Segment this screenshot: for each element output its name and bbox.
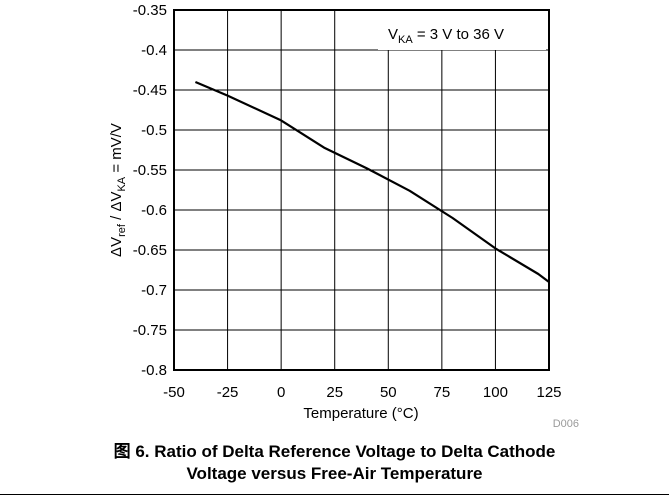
series xyxy=(194,80,550,283)
y-tick-label: -0.6 xyxy=(141,202,167,219)
x-axis-title: Temperature (°C) xyxy=(303,405,418,422)
y-tick-label: -0.4 xyxy=(141,42,167,59)
bottom-rule xyxy=(0,494,669,495)
x-tick-label: 125 xyxy=(536,384,561,401)
annotation-box: VKA = 3 V to 36 V xyxy=(378,12,546,50)
y-tick-label: -0.65 xyxy=(133,242,167,259)
series-line xyxy=(194,80,550,283)
caption-line-2: Voltage versus Free-Air Temperature xyxy=(186,464,483,483)
caption-line-1: 图 6. Ratio of Delta Reference Voltage to… xyxy=(113,442,556,461)
y-tick-label: -0.75 xyxy=(133,322,167,339)
y-tick-label: -0.35 xyxy=(133,2,167,19)
x-tick-label: -25 xyxy=(217,384,239,401)
y-tick-label: -0.45 xyxy=(133,82,167,99)
y-tick-label: -0.55 xyxy=(133,162,167,179)
grid xyxy=(174,10,549,370)
annotation-text: VKA = 3 V to 36 V xyxy=(388,26,504,46)
annotation-background xyxy=(378,12,546,50)
y-tick-labels: -0.35 -0.4 -0.45 -0.5 -0.55 -0.6 -0.65 -0.7 -0.7… xyxy=(133,2,167,379)
x-tick-labels: -50 -25 0 25 50 75 100 125 xyxy=(163,384,561,401)
y-axis-title: ΔVref / ΔVKA = mV/V xyxy=(108,123,128,257)
chart: VKA = 3 V to 36 V -0.35 -0.4 -0.45 -0.5 -0.5… xyxy=(108,2,579,430)
x-tick-label: 50 xyxy=(380,384,397,401)
plot-frame xyxy=(173,9,550,371)
x-tick-label: 0 xyxy=(277,384,285,401)
x-tick-label: 25 xyxy=(326,384,343,401)
figure-code: D006 xyxy=(553,418,579,430)
x-tick-label: 75 xyxy=(434,384,451,401)
x-tick-label: 100 xyxy=(483,384,508,401)
y-tick-label: -0.8 xyxy=(141,362,167,379)
y-tick-label: -0.5 xyxy=(141,122,167,139)
x-tick-label: -50 xyxy=(163,384,185,401)
y-tick-label: -0.7 xyxy=(141,282,167,299)
